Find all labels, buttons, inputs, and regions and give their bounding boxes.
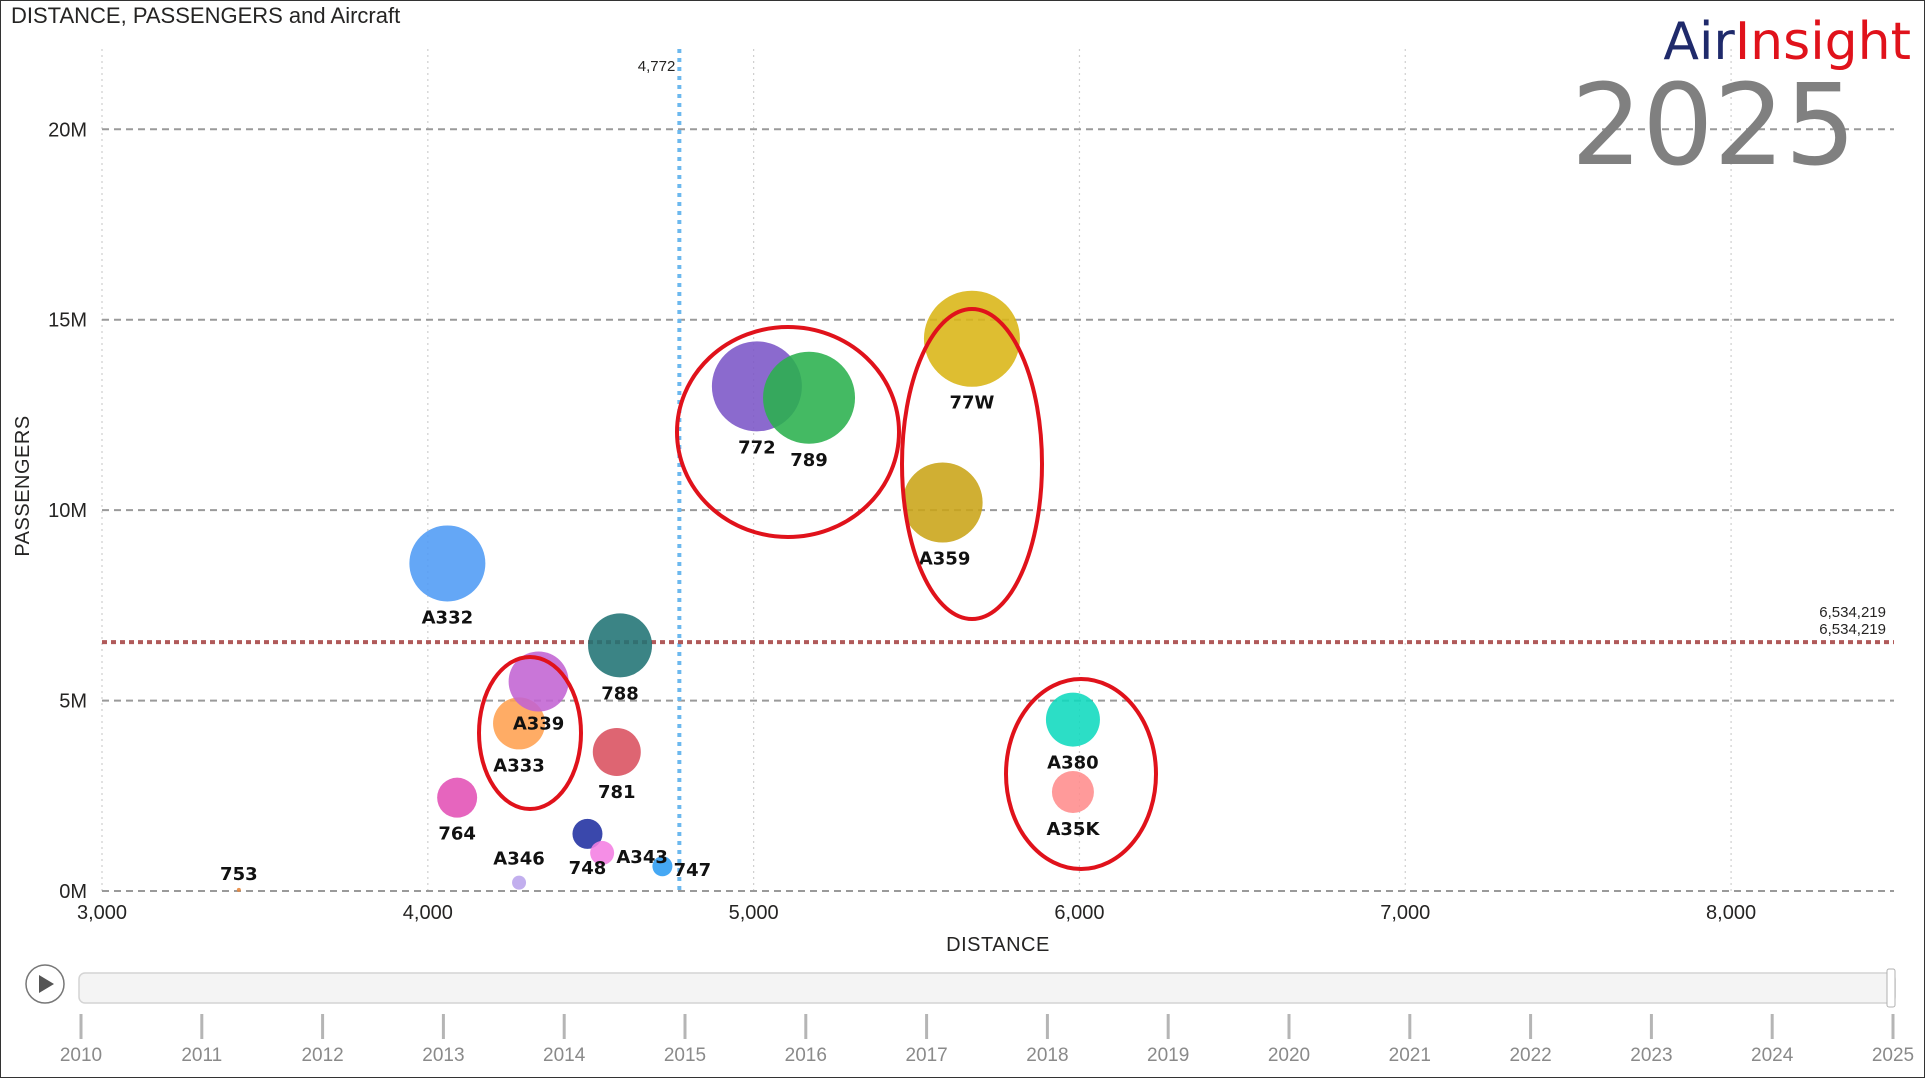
bubble-a346	[512, 875, 527, 890]
bubble-label-764: 764	[438, 824, 476, 845]
brand-insight: Insight	[1735, 12, 1911, 72]
x-tick-label: 6,000	[1054, 902, 1104, 924]
bubble-781	[592, 727, 641, 776]
highlight-ellipse-a339-a333	[477, 655, 583, 811]
bubble-label-a35k: A35K	[1046, 819, 1100, 840]
y-tick-label: 10M	[48, 500, 87, 522]
gridlines	[101, 49, 1894, 892]
timeline-year-label: 2017	[905, 1045, 947, 1066]
brand-logo: AirInsight	[1663, 12, 1911, 72]
timeline-year-label: 2010	[60, 1045, 102, 1066]
bubble-label-781: 781	[598, 782, 636, 803]
x-axis-title: DISTANCE	[946, 934, 1050, 956]
bubble-789	[763, 351, 856, 444]
bubble-label-a332: A332	[422, 607, 474, 628]
timeline-year-label: 2011	[181, 1045, 222, 1066]
bubble-label-a346: A346	[493, 849, 545, 870]
timeline-year-label: 2012	[301, 1045, 343, 1066]
bubble-labels: 753 A332 764 A346 A333 A339 748 A343 781 788 747 77…	[220, 393, 1100, 885]
timeline-year-label: 2022	[1509, 1045, 1551, 1066]
brand-air: Air	[1663, 12, 1735, 72]
highlight-ellipse-a380-a35k	[1004, 677, 1158, 871]
chart-title: DISTANCE, PASSENGERS and Aircraft	[11, 3, 400, 28]
bubble-label-789: 789	[790, 450, 828, 471]
bubble-748	[572, 818, 603, 849]
timeline-year-label: 2019	[1147, 1045, 1189, 1066]
x-tick-label: 7,000	[1380, 902, 1430, 924]
timeline-year-label: 2015	[664, 1045, 706, 1066]
bubble-label-753: 753	[220, 864, 258, 885]
bubble-label-a333: A333	[493, 755, 545, 776]
timeline-year-label: 2023	[1630, 1045, 1672, 1066]
bubble-label-77w: 77W	[949, 393, 994, 414]
axes: 3,000 4,000 5,000 6,000 7,000 8,000 0M 5M 10M 15M…	[48, 119, 1756, 924]
bubble-label-a339: A339	[513, 714, 565, 735]
bubbles	[236, 290, 1100, 892]
timeline-year-label: 2024	[1751, 1045, 1794, 1066]
current-year-display: 2025	[1571, 61, 1856, 191]
bubble-747	[652, 856, 673, 877]
bubble-77w	[923, 290, 1020, 387]
bubble-a332	[409, 525, 486, 602]
y-tick-label: 15M	[48, 310, 87, 332]
bubble-a35k	[1051, 770, 1094, 813]
bubble-764	[437, 777, 478, 818]
timeline-year-label: 2014	[543, 1045, 586, 1066]
bubble-label-a359: A359	[919, 549, 971, 570]
bubble-753	[236, 887, 241, 892]
bubble-788	[588, 613, 653, 678]
timeline-year-label: 2016	[785, 1045, 827, 1066]
play-icon[interactable]	[39, 975, 54, 993]
x-tick-label: 8,000	[1706, 902, 1756, 924]
y-axis-title: PASSENGERS	[12, 415, 34, 556]
timeline-year-label: 2025	[1872, 1045, 1914, 1066]
bubble-label-788: 788	[601, 683, 639, 704]
x-tick-label: 4,000	[403, 902, 453, 924]
highlight-ellipse-772-789	[675, 325, 901, 539]
timeline-year-label: 2021	[1389, 1045, 1431, 1066]
x-tick-label: 5,000	[729, 902, 779, 924]
timeline-track[interactable]	[78, 972, 1896, 1004]
vertical-average-label: 4,772	[638, 58, 676, 75]
highlight-ellipse-77w-a359	[900, 307, 1044, 621]
timeline-years: 2010 2011 2012 2013 2014 2015 2016 2017 2018 2019…	[60, 1014, 1914, 1066]
bubble-a343	[590, 840, 615, 865]
y-tick-label: 5M	[59, 691, 87, 713]
bubble-label-748: 748	[569, 858, 607, 879]
horizontal-average-label: 6,534,219	[1819, 604, 1886, 621]
bubble-label-a380: A380	[1047, 753, 1099, 774]
bubble-a380	[1045, 692, 1100, 747]
horizontal-average-label: 6,534,219	[1819, 621, 1886, 638]
timeline-year-label: 2020	[1268, 1045, 1310, 1066]
timeline-slider-handle[interactable]	[1886, 968, 1896, 1008]
x-tick-label: 3,000	[77, 902, 127, 924]
play-button[interactable]	[25, 964, 65, 1004]
bubble-a359	[902, 462, 983, 543]
highlight-ellipses	[477, 307, 1158, 871]
timeline-year-label: 2018	[1026, 1045, 1068, 1066]
timeline-year-label: 2013	[422, 1045, 464, 1066]
y-tick-label: 20M	[48, 119, 87, 141]
bubble-label-747: 747	[674, 860, 712, 881]
bubble-label-772: 772	[738, 437, 776, 458]
y-tick-label: 0M	[59, 881, 87, 903]
bubble-label-a343: A343	[616, 847, 668, 868]
